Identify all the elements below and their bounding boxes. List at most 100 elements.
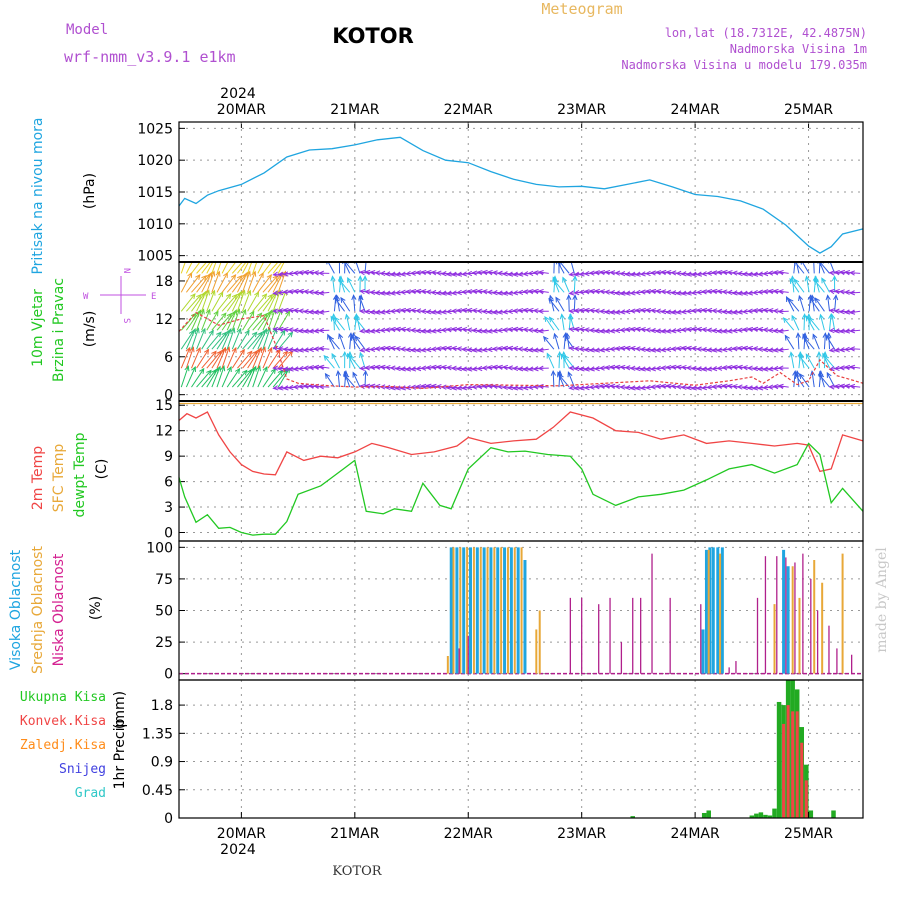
wind-arrow-head: [445, 327, 452, 333]
wind-arrow: [273, 328, 284, 331]
wind-arrow-head: [239, 348, 245, 355]
wind-arrow-head: [282, 307, 289, 314]
wind-arrow: [813, 279, 825, 293]
wind-arrow-head: [706, 270, 712, 276]
wind-arrow: [331, 353, 340, 369]
wind-arrow-head: [189, 346, 195, 353]
wind-arrow: [825, 335, 836, 350]
wind-arrow-head: [573, 326, 580, 332]
wind-arrow: [828, 333, 831, 350]
total-rain-bar: [630, 816, 635, 818]
wind-arrow-head: [609, 289, 616, 296]
wind-arrow-head: [578, 326, 585, 333]
wind-arrow-head: [772, 384, 779, 390]
wind-arrow-head: [609, 364, 616, 370]
wind-arrow: [818, 374, 830, 388]
wind-arrow: [216, 313, 232, 331]
wind-arrow: [791, 315, 800, 331]
wind-arrow-head: [491, 290, 498, 296]
wind-arrow: [707, 348, 718, 351]
wind-arrow: [231, 370, 248, 388]
wind-arrow: [353, 295, 356, 312]
wind-arrow: [748, 328, 759, 331]
wind-arrow: [803, 336, 815, 350]
wind-arrow: [226, 368, 240, 388]
wind-arrow-head: [762, 384, 769, 391]
wind-arrow-head: [318, 327, 325, 334]
wind-arrow: [191, 347, 201, 369]
wind-arrow-head: [568, 365, 575, 371]
panel-cloud: 0 25 50 75 100: [146, 540, 863, 683]
wind-arrow-head: [389, 290, 396, 296]
wind-arrow-head: [280, 329, 286, 336]
wind-arrow: [314, 366, 325, 369]
wind-arrow-head: [347, 276, 352, 284]
wind-arrow: [304, 271, 315, 274]
wind-arrow-head: [297, 384, 304, 390]
wind-arrow-head: [313, 328, 320, 334]
wind-arrow-head: [726, 383, 733, 389]
wind-arrow-head: [833, 270, 840, 276]
wind-arrow: [226, 293, 241, 312]
wind-arrow-head: [701, 385, 708, 391]
wind-arrow: [354, 317, 366, 331]
wind-arrow: [533, 329, 544, 332]
wind-arrow-head: [816, 350, 822, 357]
legend-snow: Snijeg: [59, 762, 106, 777]
wind-arrow-head: [323, 354, 329, 361]
wind-arrow-head: [762, 366, 769, 372]
wind-arrow: [211, 366, 221, 388]
wind-arrow-head: [507, 308, 513, 315]
wind-arrow-head: [690, 385, 697, 391]
wind-arrow-head: [297, 308, 304, 314]
wind-arrow: [390, 328, 401, 331]
wind-arrow: [722, 310, 733, 313]
wind-arrow-head: [731, 290, 738, 296]
wind-arrow-head: [660, 289, 667, 295]
wind-arrow: [778, 385, 789, 388]
cloud-unit: (%): [88, 596, 104, 620]
wind-arrow-head: [757, 307, 764, 314]
wind-arrow-head: [308, 328, 315, 334]
wind-arrow-head: [828, 347, 835, 353]
wind-arrow: [462, 309, 473, 312]
wind-arrow: [226, 275, 243, 293]
wind-arrow-head: [384, 327, 391, 333]
wind-arrow: [247, 332, 263, 350]
y-tick-label: 3: [164, 500, 173, 516]
wind-arrow-head: [491, 346, 498, 352]
wind-arrow-head: [260, 346, 266, 353]
wind-arrow: [390, 272, 401, 276]
wind-arrow-head: [757, 271, 764, 277]
wind-arrow: [508, 386, 519, 389]
wind-arrow-head: [502, 290, 509, 296]
wind-arrow: [763, 290, 774, 293]
wind-arrow-head: [736, 384, 743, 390]
wind-arrow-head: [199, 308, 205, 315]
wind-arrow-head: [262, 327, 268, 335]
wind-arrow-head: [481, 289, 488, 295]
wind-arrow-head: [685, 365, 692, 371]
wind-arrow: [538, 290, 549, 293]
wind-arrow-head: [359, 347, 366, 353]
wind-arrow-head: [287, 270, 294, 277]
wind-arrow: [298, 385, 309, 388]
wind-arrow-head: [313, 270, 320, 276]
wind-arrow-head: [553, 279, 559, 286]
wind-arrow-head: [588, 366, 595, 372]
wind-arrow: [513, 386, 524, 390]
wind-arrow: [231, 262, 244, 274]
wind-arrow: [304, 329, 315, 333]
wind-arrow: [196, 309, 205, 331]
wind-arrow-head: [649, 270, 656, 276]
wind-arrow: [262, 368, 276, 388]
wind-arrow: [559, 262, 570, 274]
wind-arrow: [319, 386, 330, 388]
wind-arrow: [252, 347, 262, 369]
wind-arrow: [717, 329, 728, 333]
wind-arrow-head: [568, 313, 574, 320]
wind-arrow: [681, 329, 692, 331]
y-tick-label: 0.45: [142, 783, 173, 799]
wind-arrow-head: [394, 271, 401, 277]
wind-arrow: [283, 367, 294, 370]
